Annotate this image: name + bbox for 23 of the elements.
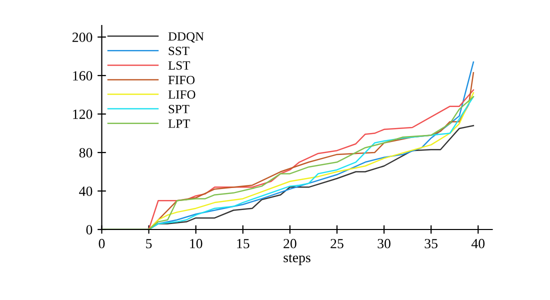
x-tick-label: 0	[98, 238, 105, 248]
legend-label: SST	[168, 46, 190, 56]
x-tick-label: 25	[330, 238, 344, 248]
legend-label: DDQN	[168, 32, 204, 43]
x-tick-label: 10	[190, 238, 202, 248]
x-tick-label: 15	[237, 238, 250, 248]
legend-label: SPT	[168, 104, 190, 114]
legend-label: FIFO	[168, 76, 195, 84]
y-tick-label: 200	[72, 32, 92, 42]
x-tick-label: 20	[284, 238, 296, 248]
legend-label: LPT	[168, 120, 190, 128]
x-tick-label: 35	[424, 238, 438, 248]
y-tick-label: 160	[73, 71, 92, 80]
y-tick-label: 40	[79, 186, 92, 196]
y-tick-label: 80	[79, 148, 92, 158]
x-axis-title: steps	[284, 254, 310, 266]
x-tick-label: 30	[378, 238, 390, 248]
y-tick-label: 120	[73, 110, 92, 119]
x-tick-label: 5	[146, 239, 152, 248]
legend-label: LIFO	[168, 90, 196, 99]
y-tick-label: 0	[86, 225, 92, 234]
x-tick-label: 40	[471, 238, 485, 248]
legend-label: LST	[168, 61, 190, 70]
